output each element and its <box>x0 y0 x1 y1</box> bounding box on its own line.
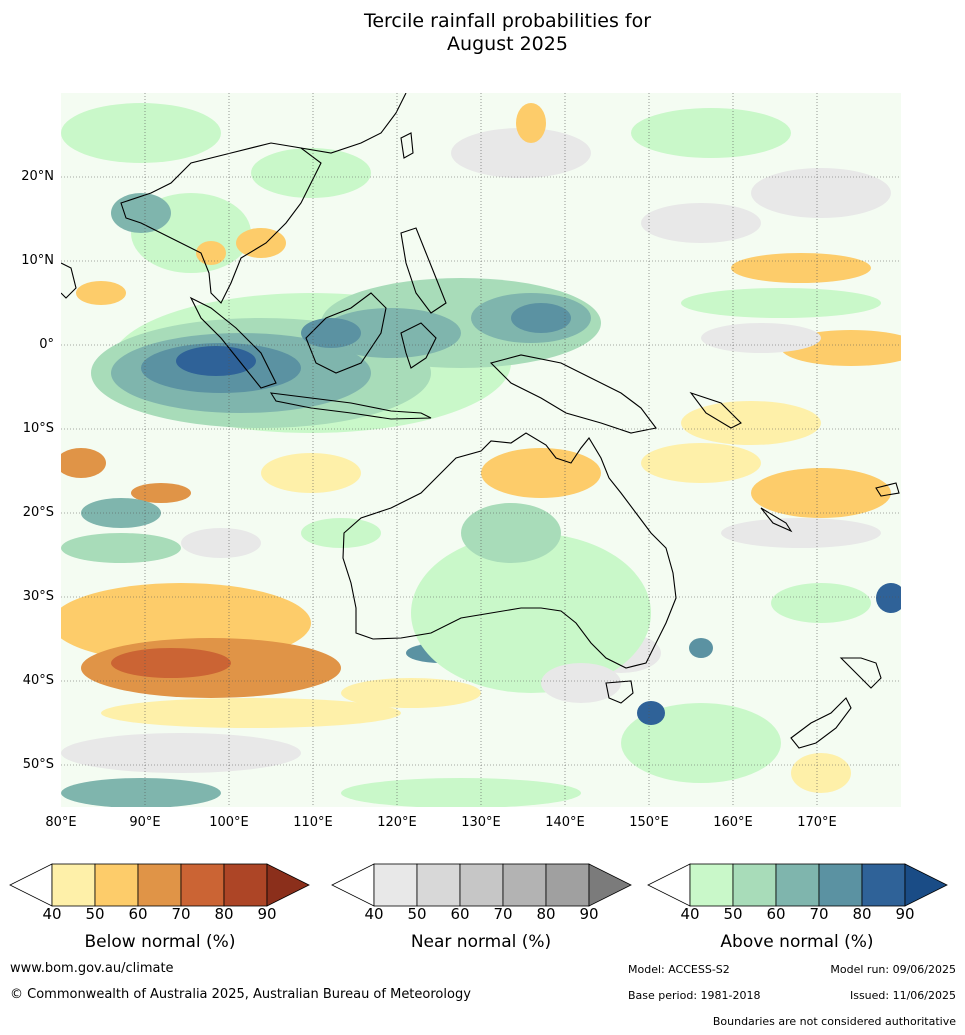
below-tick-80: 80 <box>214 905 234 923</box>
near-tick-40: 40 <box>364 905 384 923</box>
issued-text: Issued: 11/06/2025 <box>849 989 956 1002</box>
australia-above-normal <box>411 533 651 693</box>
australia-coast <box>342 432 677 669</box>
colorbar-legends <box>9 863 948 907</box>
new-caledonia <box>760 507 793 533</box>
near-colorbar-bin-40 <box>373 863 418 907</box>
near-normal-label: Near normal (%) <box>410 932 552 952</box>
title-line-2: August 2025 <box>447 33 568 55</box>
near-colorbar-under-triangle <box>331 863 375 907</box>
southeast-asia-coast <box>120 142 322 304</box>
lat-label-20s: 20°S <box>22 505 54 520</box>
below-colorbar-bin-60 <box>137 863 182 907</box>
near-colorbar-bin-50 <box>416 863 461 907</box>
model-text: Model: ACCESS-S2 <box>628 963 730 976</box>
above-tick-70: 70 <box>809 905 829 923</box>
below-colorbar-bin-70 <box>180 863 225 907</box>
near-tick-80: 80 <box>536 905 556 923</box>
below-tick-50: 50 <box>85 905 105 923</box>
gridlines <box>61 93 901 807</box>
new-guinea-coast <box>489 354 657 434</box>
map-title: Tercile rainfall probabilities for Augus… <box>0 10 965 56</box>
below-tick-70: 70 <box>171 905 191 923</box>
lat-label-30s: 30°S <box>22 589 54 604</box>
above-tick-60: 60 <box>766 905 786 923</box>
lat-label-10n: 10°N <box>21 253 54 268</box>
lon-label-80e: 80°E <box>45 815 77 830</box>
china-coast <box>300 93 407 154</box>
lon-label-120e: 120°E <box>377 815 417 830</box>
above-colorbar-over-triangle <box>904 863 948 907</box>
lon-label-140e: 140°E <box>545 815 585 830</box>
lat-label-0: 0° <box>39 337 54 352</box>
copyright-text: © Commonwealth of Australia 2025, Austra… <box>10 987 471 1002</box>
new-zealand-north <box>839 657 882 689</box>
below-tick-60: 60 <box>128 905 148 923</box>
lat-label-40s: 40°S <box>22 673 54 688</box>
near-colorbar-bin-80 <box>545 863 590 907</box>
near-colorbar-bin-70 <box>502 863 547 907</box>
sulawesi-coast <box>400 322 437 369</box>
lon-label-150e: 150°E <box>629 815 669 830</box>
below-colorbar-bin-80 <box>223 863 268 907</box>
rainfall-probability-map <box>61 93 901 807</box>
lon-label-110e: 110°E <box>293 815 333 830</box>
coastlines <box>61 93 900 749</box>
above-colorbar-bin-60 <box>775 863 820 907</box>
sumatra-coast <box>189 296 277 389</box>
below-colorbar-under-triangle <box>9 863 53 907</box>
above-colorbar-bin-40 <box>689 863 734 907</box>
website-text: www.bom.gov.au/climate <box>10 961 174 976</box>
solomon-islands <box>689 391 742 429</box>
lon-label-100e: 100°E <box>209 815 249 830</box>
near-colorbar-over-triangle <box>588 863 632 907</box>
lon-label-170e: 170°E <box>797 815 837 830</box>
australia-above-normal-core <box>461 503 561 563</box>
near-tick-70: 70 <box>493 905 513 923</box>
lat-label-10s: 10°S <box>22 421 54 436</box>
disclaimer-text: Boundaries are not considered authoritat… <box>712 1015 956 1028</box>
above-normal-label: Above normal (%) <box>720 932 874 952</box>
lat-label-50s: 50°S <box>22 757 54 772</box>
above-colorbar-bin-50 <box>732 863 777 907</box>
lon-label-130e: 130°E <box>461 815 501 830</box>
near-colorbar-bin-60 <box>459 863 504 907</box>
near-tick-90: 90 <box>579 905 599 923</box>
above-colorbar-bin-70 <box>818 863 863 907</box>
taiwan-coast <box>400 132 414 159</box>
below-colorbar-over-triangle <box>266 863 310 907</box>
base-period-text: Base period: 1981-2018 <box>628 989 761 1002</box>
near-tick-50: 50 <box>407 905 427 923</box>
above-tick-40: 40 <box>680 905 700 923</box>
below-colorbar-bin-40 <box>51 863 96 907</box>
india-coast <box>61 262 77 299</box>
above-tick-50: 50 <box>723 905 743 923</box>
below-normal-label: Below normal (%) <box>84 932 236 952</box>
australia-near-normal <box>541 663 621 703</box>
new-zealand-south <box>790 697 852 749</box>
java-coast <box>269 392 432 420</box>
fiji <box>875 482 900 497</box>
title-line-1: Tercile rainfall probabilities for <box>363 10 652 32</box>
lon-label-90e: 90°E <box>129 815 161 830</box>
philippines-coast <box>400 227 447 314</box>
lon-label-160e: 160°E <box>713 815 753 830</box>
below-tick-40: 40 <box>42 905 62 923</box>
above-tick-80: 80 <box>852 905 872 923</box>
lat-label-20n: 20°N <box>21 169 54 184</box>
model-run-text: Model run: 09/06/2025 <box>830 963 956 976</box>
above-colorbar-under-triangle <box>647 863 691 907</box>
near-tick-60: 60 <box>450 905 470 923</box>
borneo-coast <box>305 292 387 374</box>
below-tick-90: 90 <box>257 905 277 923</box>
below-colorbar-bin-50 <box>94 863 139 907</box>
above-colorbar-bin-80 <box>861 863 906 907</box>
tasmania-coast <box>605 680 634 704</box>
above-tick-90: 90 <box>895 905 915 923</box>
